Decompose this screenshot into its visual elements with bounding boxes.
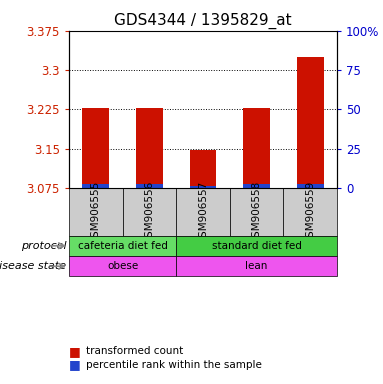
- FancyBboxPatch shape: [283, 188, 337, 235]
- FancyBboxPatch shape: [230, 188, 283, 235]
- Text: cafeteria diet fed: cafeteria diet fed: [78, 241, 167, 251]
- Title: GDS4344 / 1395829_at: GDS4344 / 1395829_at: [114, 13, 292, 29]
- FancyBboxPatch shape: [176, 256, 337, 276]
- FancyBboxPatch shape: [123, 188, 176, 235]
- Text: GSM906559: GSM906559: [305, 180, 315, 243]
- Bar: [243, 184, 270, 188]
- FancyBboxPatch shape: [69, 188, 123, 235]
- Text: standard diet fed: standard diet fed: [212, 241, 301, 251]
- Bar: [190, 185, 216, 188]
- Text: ■: ■: [69, 358, 81, 371]
- Text: disease state: disease state: [0, 261, 66, 271]
- Bar: [297, 57, 324, 188]
- Text: protocol: protocol: [21, 241, 66, 251]
- Text: GSM906556: GSM906556: [144, 180, 154, 243]
- FancyBboxPatch shape: [176, 188, 230, 235]
- Text: GSM906555: GSM906555: [91, 180, 101, 243]
- Text: percentile rank within the sample: percentile rank within the sample: [86, 360, 262, 370]
- Bar: [297, 184, 324, 188]
- FancyBboxPatch shape: [176, 235, 337, 256]
- Bar: [82, 184, 109, 188]
- Bar: [136, 184, 163, 188]
- Text: transformed count: transformed count: [86, 346, 183, 356]
- Text: ■: ■: [69, 345, 81, 358]
- Bar: [243, 108, 270, 188]
- Text: obese: obese: [107, 261, 138, 271]
- Text: GSM906558: GSM906558: [252, 180, 262, 243]
- Text: lean: lean: [246, 261, 268, 271]
- Text: GSM906557: GSM906557: [198, 180, 208, 243]
- Bar: [190, 150, 216, 188]
- FancyBboxPatch shape: [69, 256, 176, 276]
- FancyBboxPatch shape: [69, 235, 176, 256]
- Bar: [82, 108, 109, 188]
- Bar: [136, 108, 163, 188]
